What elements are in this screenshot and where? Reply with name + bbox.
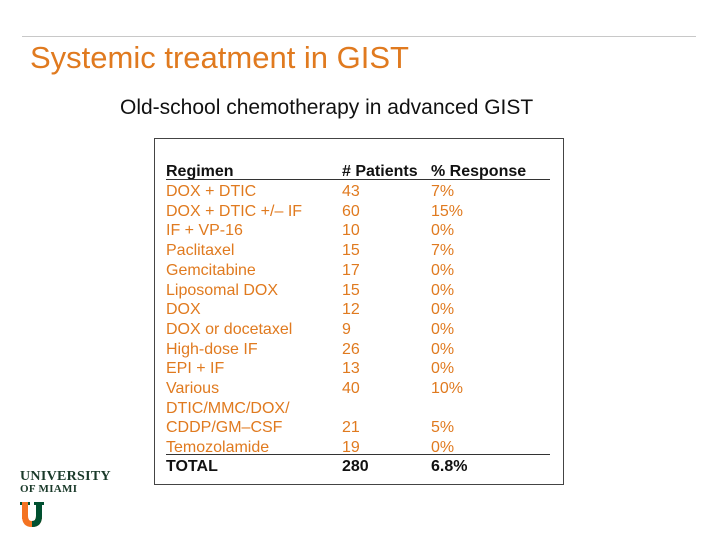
slide-subtitle: Old-school chemotherapy in advanced GIST xyxy=(120,96,534,119)
regimen-cell: Gemcitabine xyxy=(166,261,256,279)
response-cell: 0% xyxy=(431,261,455,279)
table-row: Temozolamide 19 0% xyxy=(166,438,551,458)
regimen-cell: IF + VP-16 xyxy=(166,222,243,240)
logo-line-2: OF MIAMI xyxy=(20,483,78,495)
patients-cell: 15 xyxy=(342,242,360,260)
patients-cell: 60 xyxy=(342,202,360,220)
logo-line-1: UNIVERSITY xyxy=(20,469,111,484)
table-row: EPI + IF 13 0% xyxy=(166,359,551,379)
table-row: DOX + DTIC 43 7% xyxy=(166,182,551,202)
university-logo: UNIVERSITY OF MIAMI xyxy=(20,470,111,533)
patients-cell: 17 xyxy=(342,261,360,279)
response-cell: 5% xyxy=(431,419,455,437)
regimen-cell: CDDP/GM–CSF xyxy=(166,419,283,437)
regimen-cell: DOX xyxy=(166,301,201,319)
patients-cell: 26 xyxy=(342,340,360,358)
header-divider xyxy=(166,179,550,180)
total-row: TOTAL 280 6.8% xyxy=(166,457,551,477)
title-divider xyxy=(22,36,696,37)
header-patients: # Patients xyxy=(342,163,418,180)
regimen-cell: Liposomal DOX xyxy=(166,281,279,299)
regimen-cell: DOX or docetaxel xyxy=(166,320,293,338)
response-cell: 10% xyxy=(431,380,464,397)
table-row: Paclitaxel 15 7% xyxy=(166,241,551,261)
response-cell: 0% xyxy=(431,281,455,299)
slide-title: Systemic treatment in GIST xyxy=(30,40,409,75)
table-header-row: Regimen # Patients % Response xyxy=(166,162,551,182)
regimen-cell: DTIC/MMC/DOX/ xyxy=(166,399,290,417)
table-row: DOX + DTIC +/– IF 60 15% xyxy=(166,202,551,222)
header-regimen: Regimen xyxy=(166,163,234,180)
total-label: TOTAL xyxy=(166,458,218,475)
table-row: Various 40 10% xyxy=(166,379,551,399)
table-row: Gemcitabine 17 0% xyxy=(166,261,551,281)
table-row: DOX 12 0% xyxy=(166,300,551,320)
regimen-cell: DOX + DTIC +/– IF xyxy=(166,202,303,220)
chemotherapy-table: Regimen # Patients % Response DOX + DTIC… xyxy=(154,138,564,485)
regimen-cell: Paclitaxel xyxy=(166,242,235,260)
patients-cell: 43 xyxy=(342,183,360,200)
regimen-cell: Various xyxy=(166,380,220,397)
table-row: DOX or docetaxel 9 0% xyxy=(166,320,551,340)
table-row: High-dose IF 26 0% xyxy=(166,340,551,360)
patients-cell: 13 xyxy=(342,360,360,378)
response-cell: 7% xyxy=(431,183,455,200)
regimen-cell: EPI + IF xyxy=(166,360,225,378)
u-logo-icon xyxy=(20,502,44,527)
table-row: DTIC/MMC/DOX/ xyxy=(166,399,551,419)
total-divider xyxy=(166,454,550,455)
patients-cell: 10 xyxy=(342,222,360,240)
response-cell: 15% xyxy=(431,202,464,220)
patients-cell: 15 xyxy=(342,281,360,299)
regimen-cell: Temozolamide xyxy=(166,439,270,457)
patients-cell: 19 xyxy=(342,439,360,457)
response-cell: 0% xyxy=(431,340,455,358)
total-patients: 280 xyxy=(342,458,369,475)
patients-cell: 12 xyxy=(342,301,360,319)
table-row: CDDP/GM–CSF 21 5% xyxy=(166,418,551,438)
table-row: Liposomal DOX 15 0% xyxy=(166,281,551,301)
total-response: 6.8% xyxy=(431,458,468,475)
regimen-cell: DOX + DTIC xyxy=(166,183,257,200)
patients-cell: 40 xyxy=(342,380,360,397)
response-cell: 0% xyxy=(431,222,455,240)
response-cell: 0% xyxy=(431,320,455,338)
patients-cell: 9 xyxy=(342,320,351,338)
patients-cell: 21 xyxy=(342,419,360,437)
regimen-cell: High-dose IF xyxy=(166,340,258,358)
response-cell: 0% xyxy=(431,439,455,457)
response-cell: 7% xyxy=(431,242,455,260)
table-row: IF + VP-16 10 0% xyxy=(166,221,551,241)
header-response: % Response xyxy=(431,163,527,180)
response-cell: 0% xyxy=(431,360,455,378)
response-cell: 0% xyxy=(431,301,455,319)
